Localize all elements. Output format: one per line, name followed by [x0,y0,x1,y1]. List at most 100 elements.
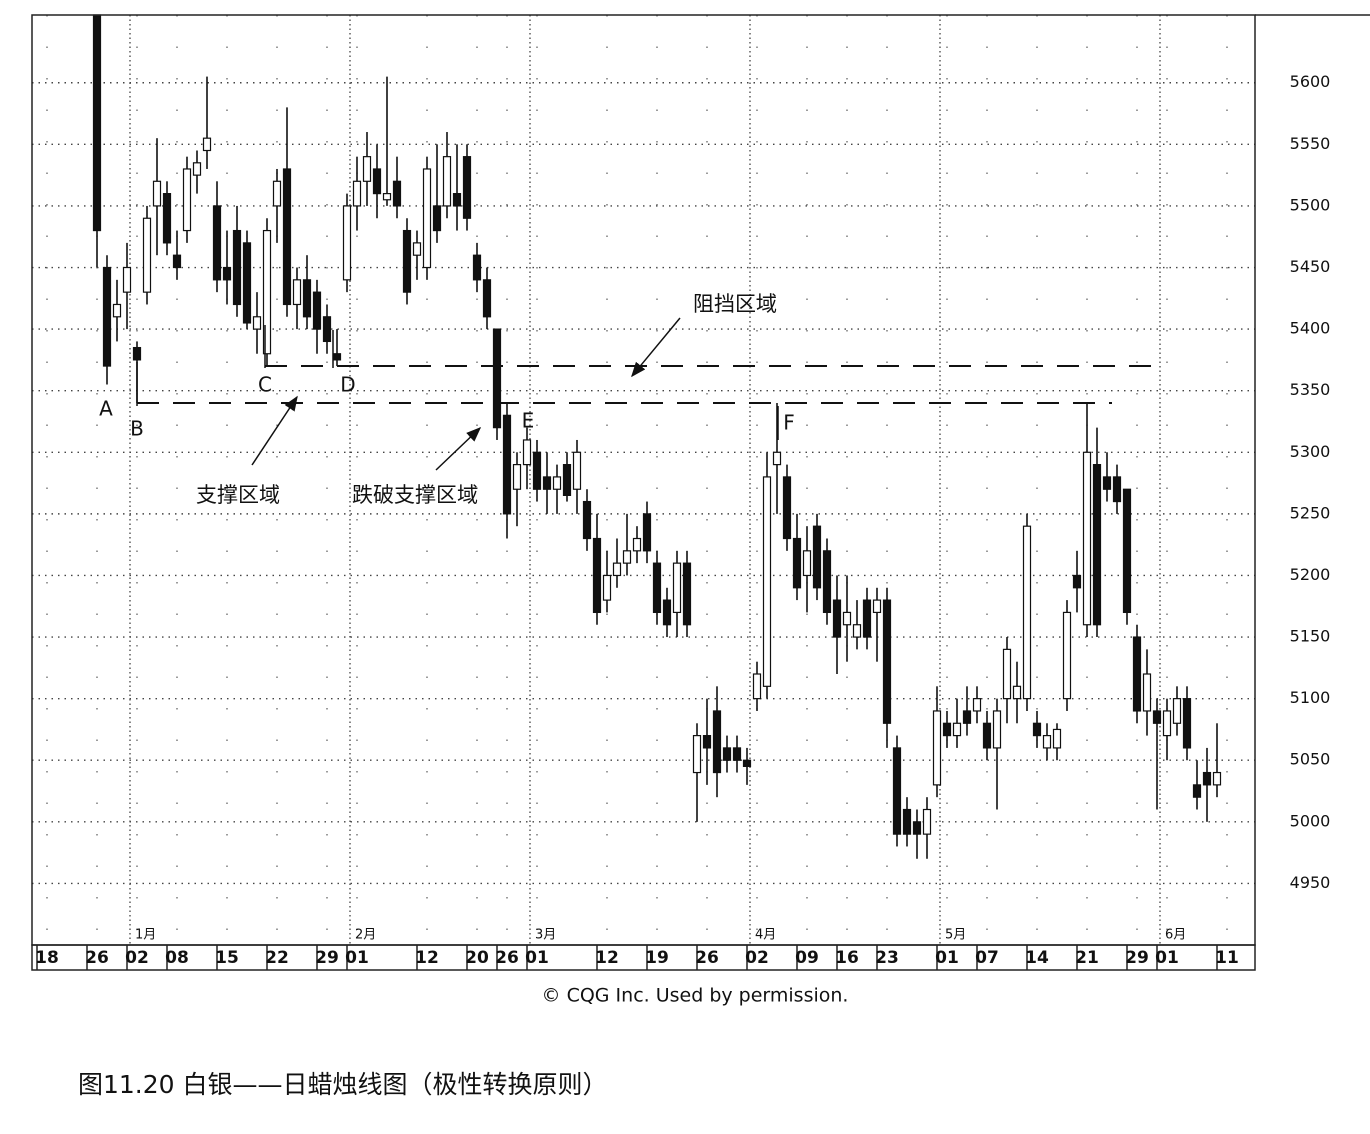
candle-body [312,291,322,330]
x-tick-label: 16 [835,948,859,968]
candle-body [402,229,412,293]
candle-body [1142,673,1152,712]
y-tick-label: 5000 [1290,811,1331,830]
x-tick-label: 01 [935,948,959,968]
candle-body [942,722,952,737]
candle-body [542,476,552,490]
candle-body [232,229,242,306]
candle-body [702,734,712,749]
candle-body [642,513,652,552]
candle-body [1002,648,1012,700]
candle-body [1012,685,1022,700]
x-tick-label: 12 [415,948,439,968]
candle-body [522,439,532,466]
candle-body [732,747,742,761]
candle-body [502,414,512,515]
x-tick-label: 02 [745,948,769,968]
candle-body [252,316,262,330]
candle-body [172,254,182,269]
candle-body [872,599,882,614]
candle-body [882,599,892,724]
candle-body [862,599,872,638]
y-tick-label: 5350 [1290,380,1331,399]
y-tick-label: 5300 [1290,442,1331,461]
candle-body [902,808,912,835]
candle-body [1082,451,1092,626]
point-label: B [130,417,144,441]
y-tick-label: 5100 [1290,688,1331,707]
y-tick-label: 4950 [1290,873,1331,892]
candle-body [1182,698,1192,749]
candle-body [962,710,972,724]
candle-body [992,710,1002,749]
y-tick-label: 5200 [1290,565,1331,584]
candle-body [142,217,152,293]
candle-body [102,266,112,367]
caption: 图11.20 白银——日蜡烛线图（极性转换原则） [78,1070,608,1099]
candle-body [432,205,442,232]
candle-body [782,476,792,540]
candle-body [212,205,222,281]
candle-body [552,476,562,490]
x-tick-label: 01 [345,948,369,968]
y-tick-label: 5150 [1290,627,1331,646]
candle-body [462,156,472,219]
x-tick-label: 02 [125,948,149,968]
candle-body [492,328,502,429]
candle-body [682,562,692,626]
candle-body [1092,464,1102,626]
candle-body [932,710,942,786]
candle-body [442,156,452,207]
arrow [435,426,482,471]
candle-body [762,476,772,687]
candle-body [482,279,492,318]
point-label: A [99,397,113,421]
x-tick-label: 01 [525,948,549,968]
candle-body [792,537,802,589]
candle-body [302,279,312,318]
y-tick-label: 5500 [1290,195,1331,214]
candle-body [1052,728,1062,749]
candle-body [152,180,162,207]
x-tick-label: 12 [595,948,619,968]
x-tick-label: 15 [215,948,239,968]
candle-body [842,611,852,626]
x-tick-label: 29 [1125,948,1149,968]
x-tick-label: 19 [645,948,669,968]
arrow [631,317,681,378]
x-tick-label: 18 [35,948,59,968]
candle-body [392,180,402,207]
candle-body [182,168,192,232]
candle-body [1172,698,1182,724]
candle-body [742,759,752,767]
y-tick-label: 5450 [1290,257,1331,276]
candle-body [632,537,642,552]
month-label: 5月 [945,928,966,943]
candle-body [812,525,822,589]
x-tick-label: 26 [695,948,719,968]
candle-body [1062,611,1072,700]
candle-body [612,562,622,577]
y-tick-label: 5600 [1290,72,1331,91]
candle-body [662,599,672,626]
candle-body [202,137,212,152]
candle-body [1192,784,1202,798]
x-tick-label: 09 [795,948,819,968]
candle-body [332,353,342,361]
candle-body [122,266,132,293]
candle-body [692,734,702,774]
candle-body [772,451,782,466]
candle-body [372,168,382,195]
candle-body [1112,476,1122,503]
x-tick-label: 14 [1025,948,1049,968]
grid [32,15,1255,945]
candle-body [132,346,142,361]
resistance-label: 阻挡区域 [693,292,777,316]
candle-body [822,550,832,614]
x-tick-label: 26 [495,948,519,968]
month-label: 3月 [535,928,556,943]
candle-body [622,550,632,564]
month-label: 2月 [355,928,376,943]
candle-body [582,500,592,540]
date-axis-frame [31,944,1256,971]
